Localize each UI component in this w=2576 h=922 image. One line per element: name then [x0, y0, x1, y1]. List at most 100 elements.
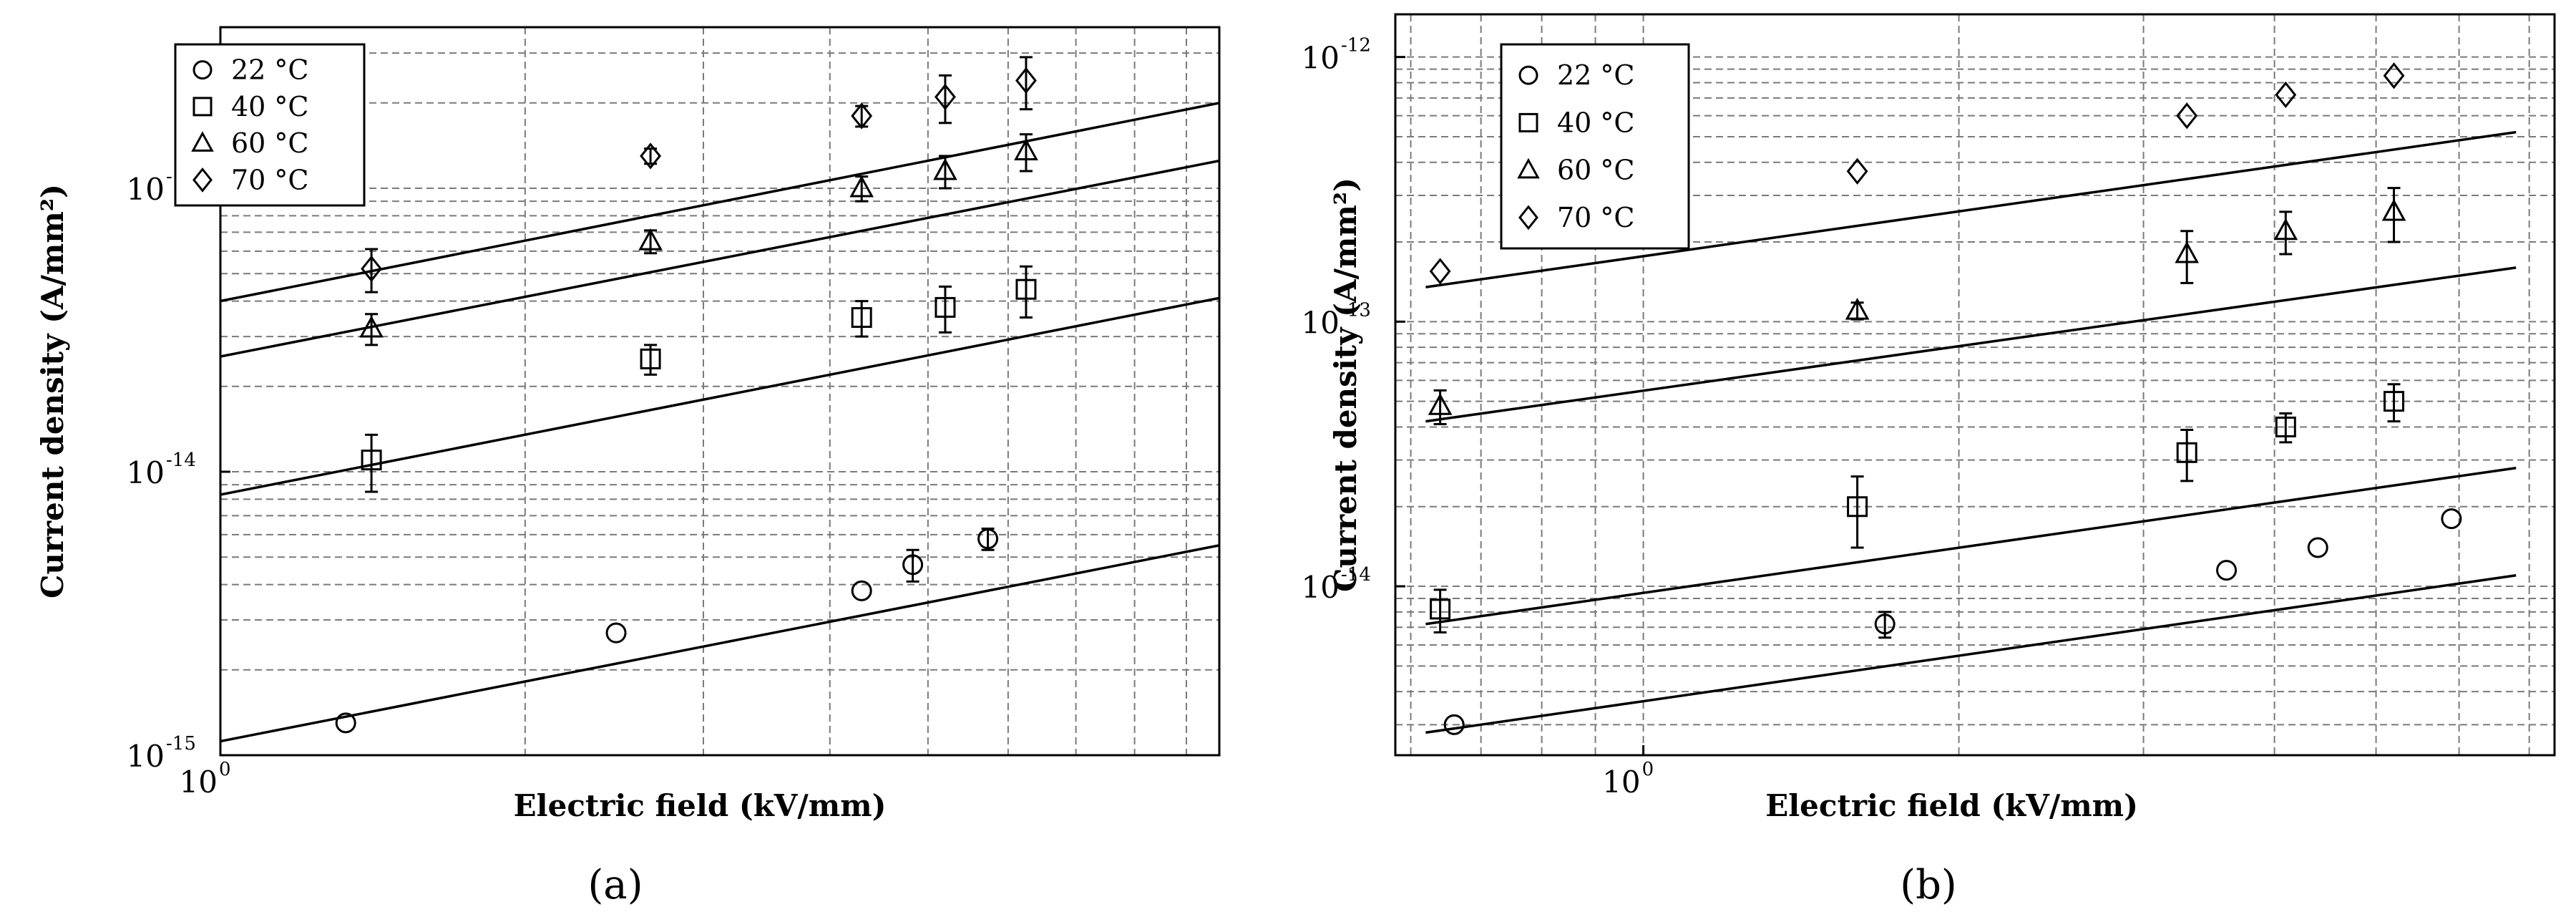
data-point-circle [335, 712, 356, 734]
data-point-square [1015, 278, 1037, 300]
grid-lines [220, 27, 1219, 756]
data-point-triangle [2273, 218, 2298, 241]
y-tick-exponent: -12 [1341, 35, 1371, 57]
series-diamond [220, 56, 1219, 303]
data-point-triangle [1845, 297, 1870, 320]
data-point-diamond [1429, 258, 1451, 285]
legend-box [1500, 43, 1690, 250]
data-point-diamond [361, 255, 383, 283]
y-tick-label: 10 [127, 172, 165, 207]
data-point-triangle [638, 228, 663, 251]
data-point-square [640, 348, 661, 369]
data-point-square [1430, 598, 1451, 620]
y-axis-label: Current density (A/mm²) [1328, 178, 1363, 592]
data-point-square [2384, 391, 2405, 412]
data-point-circle [977, 528, 999, 550]
data-point-diamond [2176, 102, 2198, 130]
series-square [220, 265, 1219, 496]
data-point-diamond [1846, 157, 1868, 185]
x-tick-label: 10 [1602, 765, 1640, 800]
data-point-diamond [851, 102, 873, 130]
data-point-triangle [1428, 393, 1453, 415]
data-point-circle [1443, 714, 1465, 735]
legend: 22 °C 40 °C 60 °C 70 °C [1500, 43, 1690, 250]
fit-line [1425, 130, 2517, 288]
data-point-square [361, 450, 382, 471]
fit-line [1425, 574, 2517, 734]
series-diamond [1425, 62, 2517, 288]
legend-entry: 60 °C [1557, 155, 1635, 186]
data-point-circle [2441, 508, 2462, 530]
x-tick-exponent: 0 [1642, 759, 1654, 780]
legend-marker-square [192, 97, 213, 117]
legend-marker-triangle [1517, 157, 1540, 179]
data-point-circle [902, 554, 924, 576]
x-tick-exponent: 0 [219, 759, 231, 780]
fit-line [1425, 466, 2517, 626]
y-tick-label: 10 [127, 455, 165, 490]
legend-entry: 70 °C [231, 164, 309, 195]
y-tick-label: 10 [1302, 41, 1340, 76]
series-square [1425, 383, 2517, 634]
x-tick-label: 10 [180, 765, 218, 800]
data-point-diamond [1015, 67, 1037, 94]
data-point-triangle [1014, 138, 1038, 160]
legend-marker-triangle [191, 131, 214, 152]
data-point-square [851, 307, 872, 329]
series-triangle [220, 133, 1219, 358]
data-point-diamond [640, 142, 662, 170]
series-circle [1425, 508, 2517, 735]
panel-caption: (a) [587, 862, 643, 908]
legend-marker-square [1518, 112, 1538, 132]
legend-marker-circle [192, 60, 213, 80]
fit-line [220, 296, 1219, 496]
series-circle [220, 527, 1219, 743]
plot-area [1425, 62, 2517, 735]
plot-frame [219, 26, 1221, 757]
panel-caption: (b) [1900, 862, 1957, 908]
legend-box [174, 43, 366, 207]
data-point-triangle [2381, 198, 2406, 221]
data-point-diamond [2275, 81, 2297, 109]
legend-entry: 40 °C [1557, 107, 1635, 138]
data-point-triangle [849, 175, 874, 198]
y-tick-exponent: -15 [166, 733, 196, 754]
legend-entry: 22 °C [1557, 59, 1635, 91]
legend: 22 °C 40 °C 60 °C 70 °C [174, 43, 366, 207]
data-point-circle [1874, 613, 1896, 635]
data-point-square [1847, 496, 1868, 518]
legend-entry: 22 °C [231, 54, 309, 86]
x-axis-label: Electric field (kV/mm) [514, 788, 887, 823]
legend-marker-circle [1518, 65, 1538, 85]
data-point-diamond [2383, 62, 2405, 89]
data-point-square [2275, 416, 2296, 437]
y-tick-exponent: -14 [1341, 564, 1371, 586]
data-point-circle [605, 622, 627, 644]
fit-line [220, 159, 1219, 358]
legend-marker-diamond [192, 167, 213, 193]
series-triangle [1425, 187, 2517, 425]
fit-line [220, 102, 1219, 303]
fit-line [220, 544, 1219, 743]
data-point-circle [2216, 560, 2238, 581]
legend-marker-diamond [1518, 205, 1538, 230]
y-tick-label: 10 [1302, 570, 1340, 605]
data-point-triangle [2175, 241, 2200, 263]
grid-lines [1395, 14, 2555, 755]
y-tick-label: 10 [1302, 305, 1340, 340]
plot-area [220, 56, 1219, 743]
data-point-circle [851, 580, 872, 601]
data-point-circle [2307, 537, 2328, 558]
legend-entry: 40 °C [231, 91, 309, 122]
y-tick-label: 10 [127, 739, 165, 774]
fit-line [1425, 266, 2517, 423]
data-point-diamond [935, 83, 956, 111]
data-point-square [2176, 442, 2197, 463]
data-point-triangle [359, 315, 384, 338]
plot-frame [1394, 13, 2556, 757]
legend-entry: 70 °C [1557, 202, 1635, 233]
data-point-square [935, 296, 956, 318]
